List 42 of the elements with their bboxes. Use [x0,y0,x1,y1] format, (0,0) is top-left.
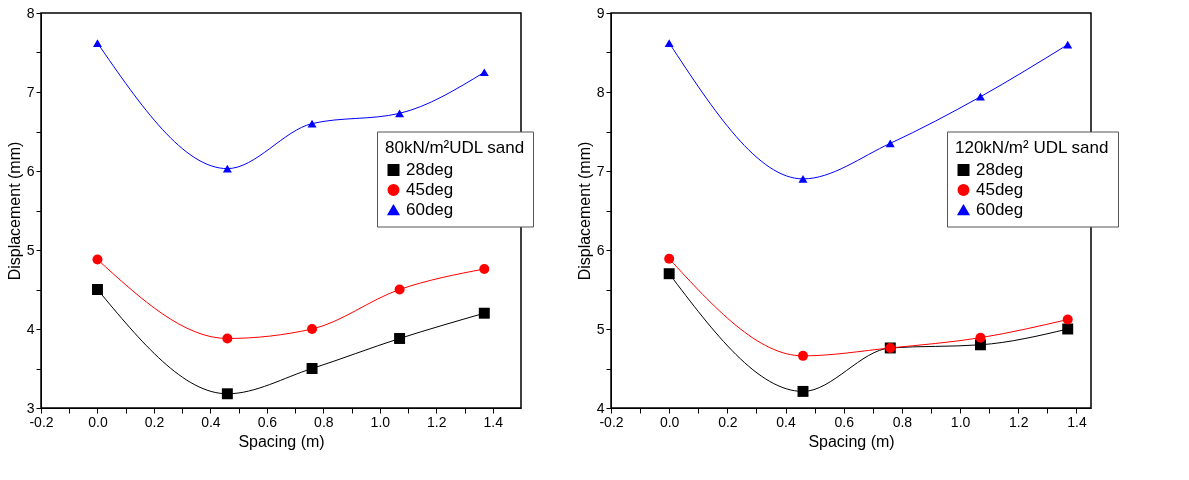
y-tick-label: 8 [26,4,35,21]
y-tick-label: 5 [596,320,605,337]
legend-label: 28deg [976,160,1024,179]
x-axis-title: Spacing (m) [238,432,325,450]
x-tick-label: 0.6 [834,413,855,430]
x-tick-label: 1.0 [950,413,971,430]
y-axis-title: Displacement (mm) [575,141,593,281]
x-tick-label: 0.2 [718,413,738,430]
x-tick-label: 0.8 [892,413,913,430]
x-tick-label: 1.4 [483,413,504,430]
y-axis-title: Displacement (mm) [5,141,23,281]
x-tick-label: 0.0 [88,413,108,430]
x-tick-label: 0.4 [201,413,221,430]
y-tick-label: 4 [596,399,605,416]
y-tick-label: 6 [596,241,605,258]
y-tick-label: 5 [26,241,35,258]
x-tick-label: 0.0 [659,413,680,430]
x-tick-label: 0.6 [257,413,278,430]
legend-label: 28deg [406,160,454,179]
y-tick-label: 4 [26,320,35,337]
legend-label: 45deg [406,180,454,199]
x-tick-label: 0.2 [144,413,165,430]
legend-label: 60deg [976,200,1024,219]
y-tick-label: 9 [596,4,605,21]
x-tick-label: 0.4 [776,413,796,430]
x-tick-label: 1.2 [427,413,447,430]
y-tick-label: 7 [26,83,35,100]
x-tick-label: -0.2 [29,413,54,430]
x-axis-title: Spacing (m) [808,432,895,450]
legend-label: 60deg [406,200,454,219]
legend-title: 80kN/m²UDL sand [385,137,525,157]
legend-title: 120kN/m² UDL sand [955,137,1109,157]
x-tick-label: -0.2 [599,413,624,430]
x-tick-label: 0.8 [314,413,334,430]
y-tick-label: 7 [596,162,605,179]
x-tick-label: 1.0 [370,413,391,430]
x-tick-label: 1.4 [1067,413,1087,430]
y-tick-label: 8 [596,83,605,100]
legend-label: 45deg [976,180,1024,199]
y-tick-label: 3 [26,399,35,416]
x-tick-label: 1.2 [1009,413,1029,430]
y-tick-label: 6 [26,162,35,179]
